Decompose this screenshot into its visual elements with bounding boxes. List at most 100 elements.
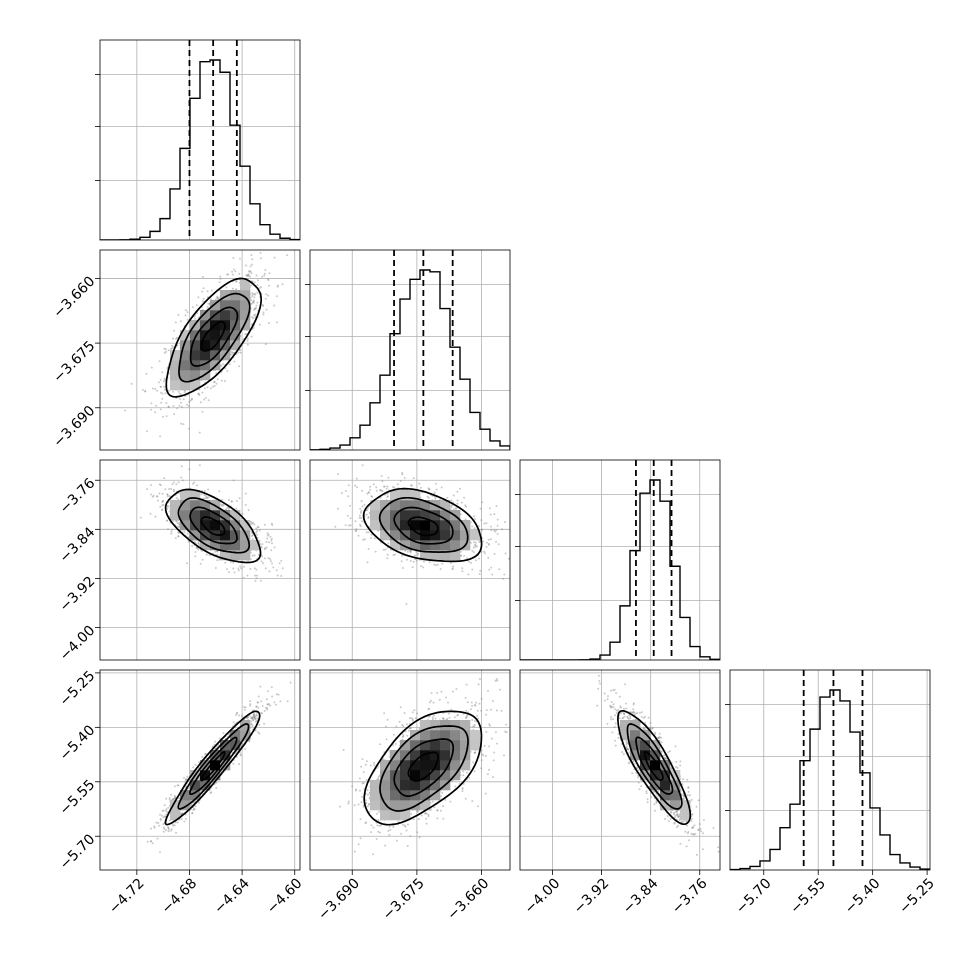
sample-point [699,827,702,830]
density-cell [460,730,471,741]
sample-point [258,529,261,532]
sample-point [411,718,414,721]
sample-point [401,472,404,474]
sample-point [488,724,491,727]
density-cell [170,810,181,821]
sample-point [253,715,256,718]
sample-point [470,701,473,704]
sample-point [489,525,492,528]
sample-point [392,733,395,736]
sample-point [673,822,676,825]
sample-point [380,824,382,827]
sample-point [159,435,162,438]
sample-point [250,272,253,275]
sample-point [255,577,258,580]
sample-point [693,824,696,827]
sample-point [640,785,643,788]
sample-point [351,785,354,788]
sample-point [472,551,475,554]
sample-point [178,404,181,407]
sample-point [159,484,162,487]
contour-level-3 [164,710,261,826]
sample-point [504,521,506,523]
sample-point [695,805,698,808]
sample-point [628,714,631,717]
sample-point [167,828,170,831]
sample-point [627,717,630,720]
panel-frame [309,459,511,661]
sample-point [597,674,600,677]
sample-point [596,704,599,707]
sample-point [214,550,217,553]
sample-point [687,786,690,789]
sample-point [255,531,258,534]
sample-point [239,517,242,520]
sample-point [253,714,256,716]
sample-point [248,714,251,717]
sample-point [177,481,180,484]
sample-point [614,722,617,725]
sample-point [476,714,479,717]
sample-point [471,800,474,803]
sample-point [433,806,436,809]
contour-level-3 [164,488,262,564]
density-cell [380,530,391,541]
sample-point [207,488,210,491]
panel-frame [99,669,301,871]
density-cell [410,500,421,511]
sample-point [235,280,238,283]
sample-point [186,403,189,406]
sample-point [379,489,382,492]
sample-point [202,497,205,500]
sample-point [251,522,254,524]
density-cell [410,750,421,761]
density-cell [390,530,401,541]
scatter-panel-3-0: −5.70−5.55−5.40−5.25−4.72 −4.68 −4.64 −4.60 [57,668,306,917]
sample-point [175,483,178,486]
sample-point [150,366,153,369]
density-cell [190,520,201,531]
sample-point [483,522,486,525]
y-tick-label: −4.00 [57,623,99,665]
sample-point [204,387,206,390]
sample-point [361,520,363,523]
sample-point [649,727,652,730]
sample-point [256,530,259,532]
density-cell [420,790,431,801]
sample-point [271,695,274,698]
density-cell [180,340,191,351]
sample-point [436,691,439,694]
sample-point [216,553,219,556]
sample-point [440,795,443,798]
density-cell [430,730,441,741]
density-cell [620,720,631,731]
sample-point [366,509,369,512]
sample-point [614,714,617,717]
sample-point [471,568,474,571]
sample-point [365,513,368,516]
y-tick-label: −3.76 [57,475,99,517]
scatter-panel-1-0: −3.690−3.675−3.660 [50,249,301,451]
sample-point [683,795,686,798]
sample-point [180,812,183,815]
sample-point [677,824,679,827]
sample-point [616,709,618,712]
sample-point [191,812,194,815]
sample-point [218,490,221,493]
sample-point [697,828,700,831]
sample-point [253,716,256,719]
sample-point [214,740,217,743]
sample-point [226,506,229,509]
sample-point [280,559,283,562]
sample-point [257,706,260,709]
sample-point [246,717,248,719]
density-cell [410,510,421,521]
sample-point [238,272,241,275]
sample-point [165,350,167,353]
sample-point [462,782,465,785]
sample-point [654,809,656,812]
sample-point [454,507,457,510]
sample-point [417,552,420,555]
sample-point [221,498,224,501]
sample-point [449,562,452,564]
